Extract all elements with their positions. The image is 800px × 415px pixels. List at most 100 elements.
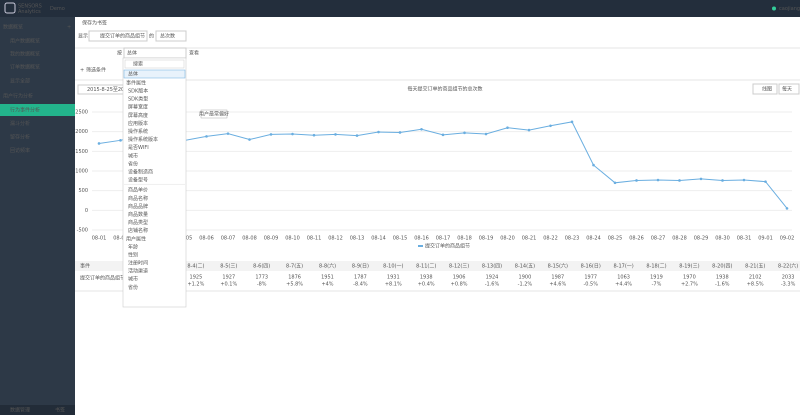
table-header-bg [75,261,800,271]
point [269,133,273,136]
sidebar-item[interactable]: 漏斗分析 [10,120,30,127]
dropdown-item[interactable]: SDK版本 [128,88,148,95]
sidebar-item[interactable]: 行为事件分析 [10,107,40,114]
search-input[interactable]: 搜索 [133,61,143,68]
dropdown-item[interactable]: 商品品牌 [128,203,148,210]
point [721,179,724,182]
chart-title: 每天提交订单的商品组节的总次数 [407,86,482,93]
x-tick-label: 08-07 [221,236,236,242]
sidebar-item[interactable]: 留存分析 [10,134,30,141]
dropdown-item[interactable]: 应用版本 [128,120,148,127]
table-change: +5.8% [286,282,303,288]
event-select[interactable] [88,30,148,42]
table-change: -3.3% [781,282,796,288]
table-change: -1.6% [715,282,730,288]
table-change: +1.2% [187,282,204,288]
x-tick-label: 08-30 [715,236,730,242]
filter-button[interactable]: 筛选条件 [86,67,106,74]
table-value: 2102 [749,275,762,281]
point [592,163,595,167]
table-header: 8-21(五) [745,264,765,270]
dropdown-item[interactable]: 商品数量 [128,211,148,218]
user[interactable]: caojiang [779,6,800,12]
sidebar-item[interactable]: 用户数据概览 [10,38,40,45]
dropdown-item[interactable]: 屏幕宽度 [128,104,148,111]
dropdown-item[interactable]: 操作系统 [128,128,148,135]
dropdown-item[interactable]: 省份 [128,284,138,291]
dropdown-item[interactable]: 年龄 [128,243,138,250]
dropdown-item[interactable]: 商品名称 [128,195,148,202]
metric-select[interactable] [155,30,187,42]
x-tick-label: 08-20 [500,236,515,242]
dropdown-item[interactable]: 性别 [128,251,138,258]
dropdown-item[interactable]: 是否WIFI [128,145,149,151]
table-value: 2033 [782,275,795,281]
x-tick-label: 09-02 [780,236,795,242]
chart-type-button[interactable] [752,83,778,95]
dropdown [122,57,187,308]
point [334,133,337,136]
dropdown-item[interactable]: 城市 [128,152,138,159]
user-icon [772,6,776,11]
dropdown-item[interactable]: 商品类型 [128,219,148,226]
logo: SENSORS [18,4,42,10]
x-tick-label: 08-28 [672,236,687,242]
point [291,132,294,136]
sidebar-item[interactable]: 订单数据概览 [10,64,40,71]
table-value: 1900 [519,275,532,281]
dropdown-item[interactable]: 店铺名称 [128,227,148,234]
dropdown-item[interactable]: 注册时间 [128,260,148,267]
sidebar-footer-item[interactable]: 数据管理 [10,407,30,414]
dropdown-item[interactable]: SDK类型 [128,96,148,103]
sidebar-footer-item[interactable]: 书签 [55,407,65,414]
annotation-box [200,109,228,119]
sidebar-show-all[interactable]: 显示全部 [10,78,30,85]
table-change: +2.7% [681,282,698,288]
dropdown-item[interactable]: 活动渠道 [128,268,148,275]
sidebar-section: 数据概览 [3,24,23,31]
x-tick-label: 08-16 [414,236,429,242]
table-change: -8% [257,282,267,288]
table-change: -1.2% [518,282,533,288]
dropdown-item[interactable]: 操作系统版本 [128,136,158,143]
point [484,132,488,136]
dropdown-item[interactable]: 城市 [128,276,138,283]
table-value: 1924 [486,275,499,281]
point [226,132,230,135]
legend-swatch [418,245,423,247]
point [398,131,402,134]
sidebar [0,17,75,415]
dropdown-item[interactable]: 屏幕高度 [128,112,148,119]
table-header: 8-8(六) [319,263,336,270]
x-tick-label: 08-22 [543,236,558,242]
dropdown-item[interactable]: 设备型号 [128,177,148,184]
dropdown-item[interactable]: 商品单价 [128,187,148,194]
table-value: 1951 [321,275,334,281]
table-value: 1876 [288,275,301,281]
x-tick-label: 08-27 [651,236,666,242]
dropdown-item[interactable]: 设备制造商 [128,169,153,176]
event-select-text: 提交订单的商品组节 [100,33,145,40]
sidebar-item[interactable]: 回访频率 [10,147,30,154]
y-tick-label: 2500 [75,110,88,116]
table-header: 8-17(一) [613,264,633,270]
table-value: 1927 [222,275,235,281]
save-bookmark[interactable]: 保存为书签 [82,20,107,27]
x-tick-label: 09-01 [758,236,773,242]
sidebar-item[interactable]: 我的数据概览 [10,51,40,58]
logo-sub: Analytics [18,9,41,15]
point [97,142,101,145]
sidebar-plus: + [67,25,71,31]
table-value: 1906 [453,275,466,281]
table-header: 8-22(六) [778,263,798,270]
interval-button[interactable] [778,83,800,95]
label: 查看 [189,50,199,57]
filter-plus: + [80,68,84,74]
point [205,135,208,138]
search-box [124,59,185,69]
dropdown-item[interactable]: 省份 [128,160,138,167]
dropdown-item[interactable]: 总体 [128,71,138,78]
table-header: 8-9(日) [352,264,369,270]
